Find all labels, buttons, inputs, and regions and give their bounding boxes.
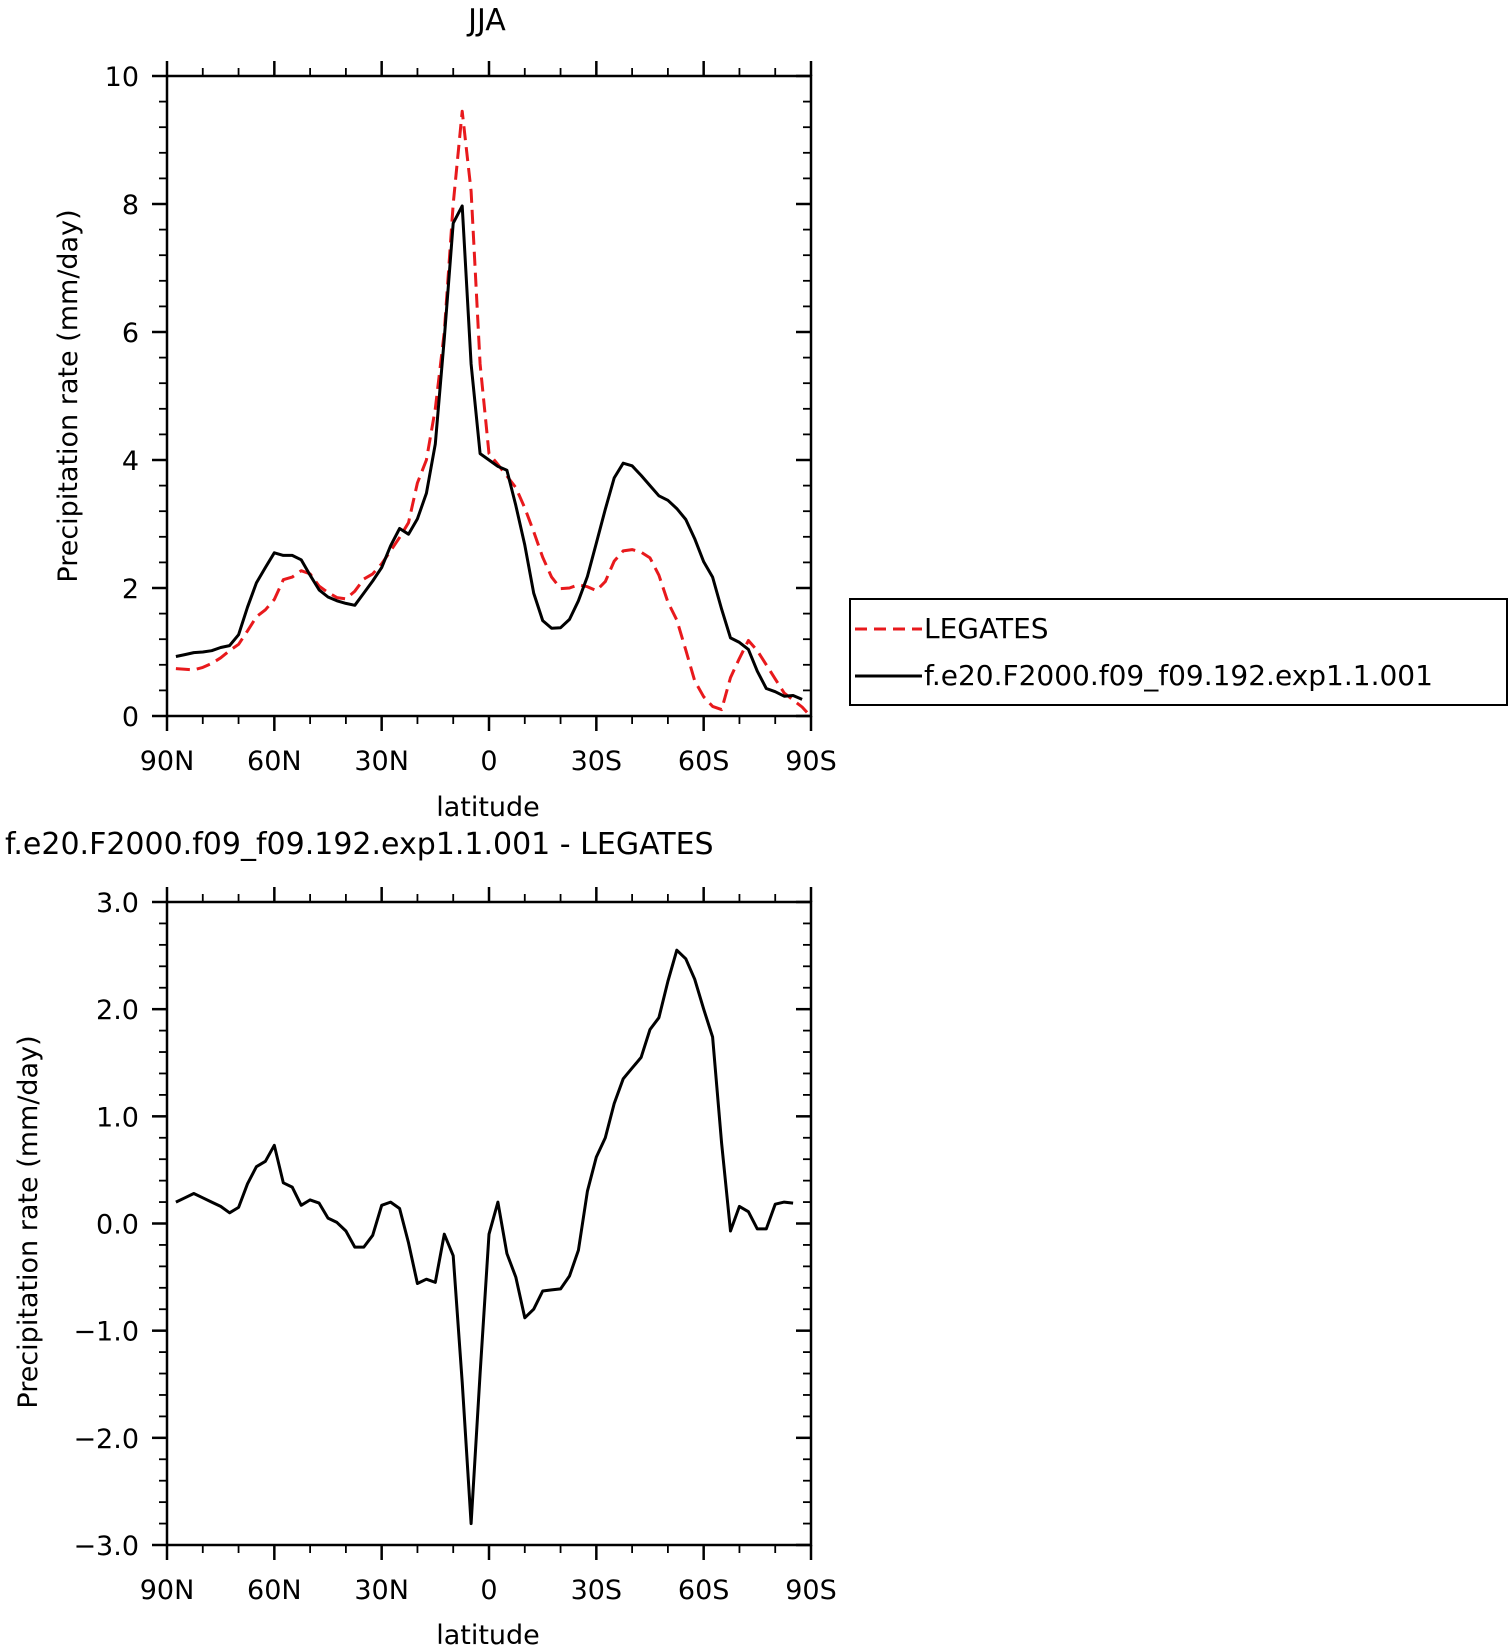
top-y-tick-label: 0 [122, 702, 139, 733]
bottom-plot-frame [165, 900, 813, 1547]
top-y-tick-label: 10 [105, 62, 139, 93]
bottom-x-tick-label: 90N [140, 1575, 195, 1606]
bottom-x-tick-label: 90S [785, 1575, 837, 1606]
top-y-tick-label: 8 [122, 190, 139, 221]
bottom-y-tick-label: 1.0 [96, 1102, 139, 1133]
bottom-y-axis-label: Precipitation rate (mm/day) [13, 1035, 44, 1408]
top-y-tick-labels: 0 2 4 6 8 10 [105, 62, 139, 733]
top-x-tick-label: 0 [480, 746, 497, 777]
legend-box [849, 598, 1508, 706]
bottom-x-tick-label: 60N [247, 1575, 302, 1606]
bottom-y-tick-label: −2.0 [73, 1424, 139, 1455]
top-plot-frame [165, 74, 813, 718]
chart-mean-precipitation: JJA 90N 60N 30N 0 30S 60S 90S 0 2 4 6 8 10 latitude… [53, 3, 1508, 823]
legend: LEGATES f.e20.F2000.f09_f09.192.exp1.1.0… [849, 598, 1508, 706]
top-y-tick-label: 2 [122, 574, 139, 605]
bottom-series-line-0 [175, 948, 794, 1526]
bottom-y-tick-label: 0.0 [96, 1210, 139, 1241]
bottom-x-tick-label: 30N [354, 1575, 409, 1606]
bottom-x-tick-labels: 90N 60N 30N 0 30S 60S 90S [140, 1575, 837, 1606]
top-x-tick-label: 60N [247, 746, 302, 777]
top-x-tick-label: 60S [678, 746, 730, 777]
top-series-line-1 [175, 204, 803, 701]
top-series-group [175, 109, 809, 714]
chart-title: JJA [466, 3, 506, 38]
bottom-y-tick-label: −1.0 [73, 1317, 139, 1348]
top-x-axis-label: latitude [436, 792, 540, 823]
chart-title-difference: f.e20.F2000.f09_f09.192.exp1.1.001 - LEG… [5, 827, 714, 862]
top-x-tick-label: 30S [571, 746, 623, 777]
top-series-line-0 [175, 109, 809, 714]
top-x-tick-label: 90S [785, 746, 837, 777]
bottom-y-tick-label: 3.0 [96, 888, 139, 919]
top-y-axis-label: Precipitation rate (mm/day) [53, 209, 84, 582]
top-x-tick-labels: 90N 60N 30N 0 30S 60S 90S [140, 746, 837, 777]
legend-label-model: f.e20.F2000.f09_f09.192.exp1.1.001 [924, 659, 1433, 692]
bottom-y-tick-label: −3.0 [73, 1531, 139, 1562]
bottom-y-tick-label: 2.0 [96, 995, 139, 1026]
top-x-tick-label: 90N [140, 746, 195, 777]
top-y-tick-label: 6 [122, 318, 139, 349]
bottom-series-group [175, 948, 794, 1526]
bottom-x-axis-label: latitude [436, 1620, 540, 1649]
bottom-y-tick-labels: −3.0 −2.0 −1.0 0.0 1.0 2.0 3.0 [73, 888, 139, 1562]
bottom-x-tick-label: 0 [480, 1575, 497, 1606]
legend-label-legates: LEGATES [924, 612, 1049, 645]
bottom-axes [152, 887, 813, 1560]
chart-difference: f.e20.F2000.f09_f09.192.exp1.1.001 - LEG… [5, 827, 837, 1649]
top-x-tick-label: 30N [354, 746, 409, 777]
top-axes [152, 61, 813, 731]
bottom-x-tick-label: 60S [678, 1575, 730, 1606]
bottom-x-tick-label: 30S [571, 1575, 623, 1606]
top-y-tick-label: 4 [122, 446, 139, 477]
